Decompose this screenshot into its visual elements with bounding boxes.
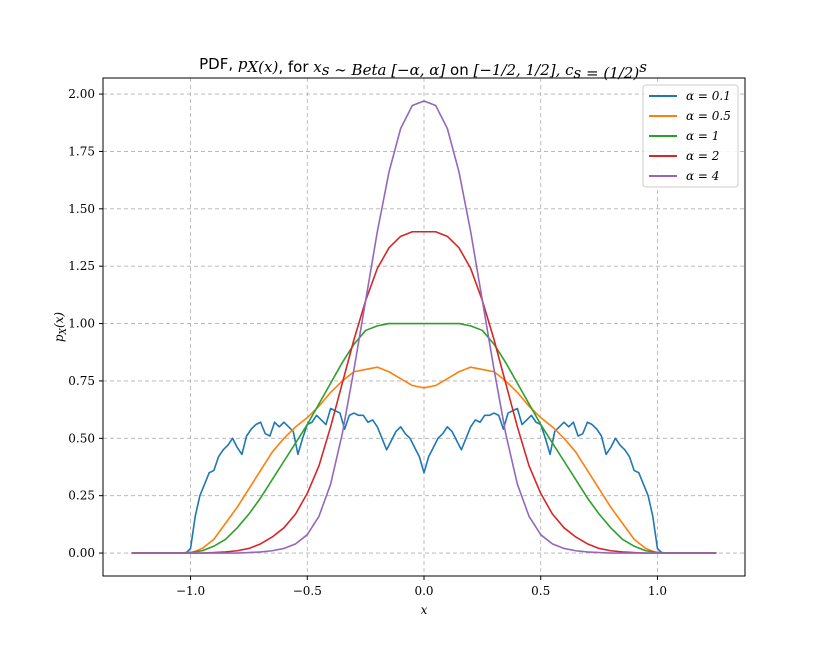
legend-box	[642, 84, 739, 188]
title-part-4: , for	[278, 58, 313, 76]
x-axis-label: x	[421, 603, 428, 617]
y-tick-label: 0.00	[68, 546, 95, 560]
legend-label-3: α = 2	[686, 149, 719, 163]
title-part-0: PDF,	[199, 55, 238, 73]
x-tick-label: 1.0	[648, 584, 667, 598]
title-part-6: s	[322, 61, 330, 79]
y-tick-label: 1.75	[68, 144, 95, 158]
series-line-2	[131, 322, 717, 554]
chart-title: PDF, pX(x), for xs ∼ Beta [−α, α] on [−1…	[199, 55, 647, 82]
title-part-8: on	[445, 61, 473, 79]
y-tick-label: 1.25	[68, 259, 95, 273]
title-part-1: p	[238, 55, 248, 73]
title-part-9: [−1/2, 1/2], c	[474, 61, 575, 79]
x-tick-label: 0.5	[531, 584, 550, 598]
y-tick-label: 1.50	[68, 202, 95, 216]
x-tick-label: −0.5	[293, 584, 322, 598]
legend: α = 0.1 α = 0.5 α = 1 α = 2 α = 4	[642, 84, 739, 188]
y-tick-label: 0.25	[68, 489, 95, 503]
title-part-5: x	[313, 58, 322, 76]
axis-ticks: −1.0 −0.5 0.0 0.5 1.0 0.00 0.25 0.50 0.75 1.00 1.2…	[68, 87, 667, 598]
title-part-2: X	[246, 58, 259, 76]
series-line-0	[131, 407, 717, 554]
y-axis-label-main: p	[52, 334, 66, 342]
y-tick-label: 0.50	[68, 431, 95, 445]
y-tick-label: 0.75	[68, 374, 95, 388]
legend-label-4: α = 4	[686, 169, 719, 183]
y-axis-label: pX(x)	[52, 312, 69, 343]
y-tick-label: 2.00	[68, 87, 95, 101]
legend-label-1: α = 0.5	[686, 109, 731, 123]
y-axis-label-sub: X	[59, 327, 69, 335]
title-part-12: s	[639, 58, 647, 76]
x-tick-label: 0.0	[414, 584, 433, 598]
series-line-3	[131, 230, 717, 554]
legend-label-2: α = 1	[686, 129, 719, 143]
series-line-4	[131, 100, 717, 554]
title-part-7: ∼ Beta [−α, α]	[329, 61, 445, 79]
series-line-1	[131, 366, 717, 554]
title-part-11: = (1/2)	[581, 64, 639, 82]
y-axis-label-tail: (x)	[52, 312, 66, 328]
series-layer	[131, 100, 717, 554]
legend-label-0: α = 0.1	[686, 89, 731, 103]
y-tick-label: 1.00	[68, 317, 95, 331]
x-tick-label: −1.0	[176, 584, 205, 598]
title-part-10: s	[574, 64, 582, 82]
title-part-3: (x)	[258, 58, 278, 76]
